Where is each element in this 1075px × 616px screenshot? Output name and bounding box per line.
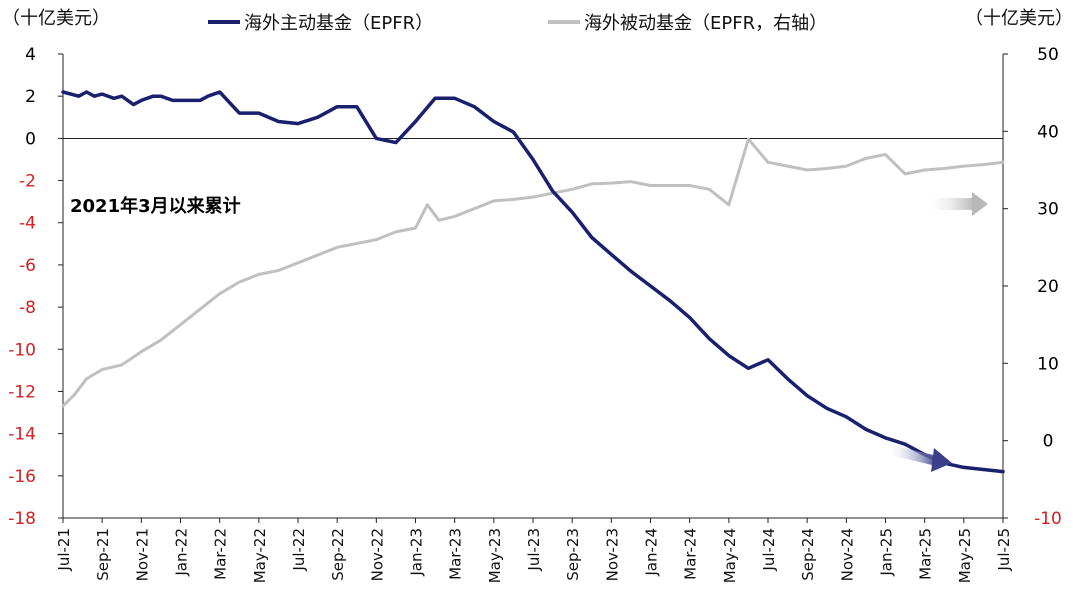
x-axis-tick-label: Mar-25 (917, 528, 935, 580)
legend-label-active: 海外主动基金（EPFR） (244, 13, 433, 34)
right-axis-tick-label: 40 (1037, 122, 1059, 142)
left-axis-tick-label: 2 (25, 87, 36, 107)
left-axis-tick-label: -12 (8, 382, 36, 402)
right-axis-tick-label: 0 (1043, 432, 1054, 452)
left-axis-tick-label: -14 (8, 425, 36, 445)
right-axis-tick-label: -10 (1034, 509, 1062, 529)
x-axis-tick-label: Jan-22 (173, 528, 191, 577)
x-axis-tick-label: Jan-24 (643, 528, 661, 577)
x-axis-tick-label: Nov-21 (133, 528, 151, 581)
x-axis-tick-label: May-23 (486, 528, 504, 583)
x-axis-tick-label: Nov-24 (838, 528, 856, 581)
active-trend-arrow-head (931, 448, 952, 472)
left-axis-tick-label: -8 (19, 298, 36, 318)
x-axis-tick-label: Nov-23 (603, 528, 621, 581)
right-axis-tick-label: 20 (1037, 277, 1059, 297)
annotation-text: 2021年3月以来累计 (70, 195, 241, 217)
left-axis-tick-label: -10 (8, 340, 36, 360)
left-axis-tick-label: -4 (19, 214, 36, 234)
legend-label-passive: 海外被动基金（EPFR，右轴） (584, 13, 827, 34)
left-axis-unit-label: （十亿美元） (2, 8, 110, 29)
right-axis-tick-label: 10 (1037, 354, 1059, 374)
x-axis-tick-label: May-25 (956, 528, 974, 583)
x-axis-tick-label: Mar-22 (212, 528, 230, 580)
x-axis-tick-label: Sep-23 (564, 528, 582, 581)
left-axis-tick-label: 0 (25, 129, 36, 149)
x-axis-tick-label: Jul-25 (995, 528, 1013, 572)
x-axis-tick-label: Mar-24 (682, 528, 700, 580)
legend: 海外主动基金（EPFR） 海外被动基金（EPFR，右轴） (208, 13, 827, 34)
left-axis-tick-label: -2 (19, 172, 36, 192)
active-trend-arrow-shaft (886, 444, 938, 466)
x-axis-tick-label: Sep-21 (94, 528, 112, 581)
passive-trend-arrow (924, 192, 988, 216)
right-axis-tick-label: 30 (1037, 200, 1059, 220)
right-axis: 50 40 30 20 10 0 -10 (1003, 45, 1062, 529)
passive-trend-arrow-head (972, 192, 988, 216)
x-axis-tick-label: Sep-22 (329, 528, 347, 581)
series-line-passive-fund (61, 137, 1005, 408)
x-axis-tick-label: Jul-22 (290, 528, 308, 572)
passive-trend-arrow-shaft (924, 198, 974, 210)
x-axis: Jul-21 Sep-21 Nov-21 Jan-22 Mar-22 May-22 Jul-… (55, 518, 1013, 583)
x-axis-tick-label: Jul-24 (760, 528, 778, 572)
right-axis-unit-label: （十亿美元） (965, 8, 1073, 29)
x-axis-tick-label: Mar-23 (447, 528, 465, 580)
x-axis-tick-label: Jul-23 (525, 528, 543, 572)
series-line-active-fund (61, 90, 1005, 474)
left-axis-tick-label: 4 (25, 45, 36, 65)
x-axis-tick-label: May-24 (721, 528, 739, 583)
x-axis-tick-label: Jul-21 (55, 528, 73, 572)
left-axis-tick-label: -16 (8, 467, 36, 487)
x-axis-tick-label: Sep-24 (799, 528, 817, 581)
series-layer (61, 90, 1005, 474)
x-axis-tick-label: May-22 (251, 528, 269, 583)
right-axis-tick-label: 50 (1037, 45, 1059, 65)
left-axis-tick-label: -18 (8, 509, 36, 529)
x-axis-tick-label: Jan-23 (408, 528, 426, 577)
active-trend-arrow (886, 444, 952, 472)
left-axis: 4 2 0 -2 -4 -6 -8 -10 -12 -14 -16 -18 (8, 45, 63, 529)
x-axis-tick-label: Jan-25 (878, 528, 896, 577)
x-axis-tick-label: Nov-22 (368, 528, 386, 581)
left-axis-tick-label: -6 (19, 256, 36, 276)
